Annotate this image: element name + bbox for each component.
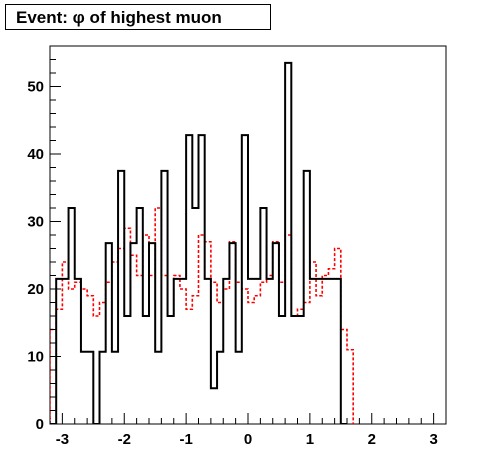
chart-title: Event: φ of highest muon — [16, 8, 222, 27]
x-tick-label: 1 — [306, 431, 314, 448]
x-tick-label: -2 — [118, 431, 131, 448]
x-tick-label: -3 — [56, 431, 69, 448]
y-tick-label: 10 — [27, 349, 44, 366]
x-tick-label: 3 — [429, 431, 437, 448]
y-tick-label: 50 — [27, 79, 44, 96]
x-tick-label: 0 — [244, 431, 252, 448]
y-tick-label: 20 — [27, 281, 44, 298]
series-solid-black-histogram — [50, 61, 347, 424]
y-tick-label: 30 — [27, 214, 44, 231]
y-tick-label: 40 — [27, 146, 44, 163]
x-tick-label: 2 — [368, 431, 376, 448]
x-tick-label: -1 — [179, 431, 192, 448]
chart-title-box: Event: φ of highest muon — [5, 4, 271, 30]
y-tick-label: 0 — [36, 416, 44, 433]
